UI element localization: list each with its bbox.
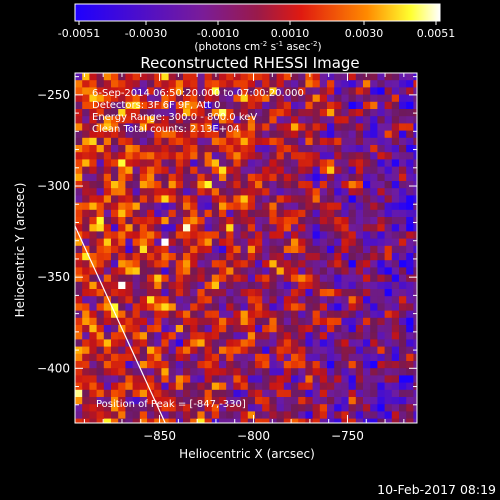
y-tick-label-0: −250 (37, 88, 70, 102)
y-tick-label-2: −350 (37, 270, 70, 284)
peak-position-label: Position of Peak = [-847,-330] (96, 399, 246, 410)
x-axis-label: Heliocentric X (arcsec) (179, 447, 315, 461)
limb-line (74, 225, 166, 424)
chart-title: Reconstructed RHESSI Image (140, 54, 359, 72)
y-tick-label-1: −300 (37, 179, 70, 193)
colorbar-tick-label-0: -0.0051 (58, 27, 100, 40)
colorbar-units: (photons cm-2 s-1 asec-2) (194, 40, 321, 53)
annotation-energy-range: Energy Range: 300.0 - 800.0 keV (92, 112, 257, 123)
heatmap-image (75, 73, 417, 423)
colorbar-ticks (78, 21, 437, 25)
x-tick-label-1: −800 (237, 429, 270, 443)
axis-tick-labels: −850 −800 −750 −250 −300 −350 −400 (37, 88, 364, 443)
colorbar-tick-label-5: 0.0051 (417, 27, 456, 40)
y-axis-label: Heliocentric Y (arcsec) (13, 183, 27, 318)
colorbar-tick-label-2: -0.0010 (197, 27, 239, 40)
colorbar-tick-label-4: 0.0030 (345, 27, 384, 40)
annotation-detectors: Detectors: 3F 6F 9F, Att 0 (92, 100, 220, 111)
x-tick-label-2: −750 (331, 429, 364, 443)
colorbar-tick-label-3: 0.0010 (271, 27, 310, 40)
annotation-time-range: 6-Sep-2014 06:50:20.000 to 07:00:20.000 (92, 88, 304, 99)
axis-ticks (75, 73, 417, 423)
plot-frame (74, 72, 418, 424)
y-tick-label-3: −400 (37, 361, 70, 375)
annotation-clean-counts: Clean Total counts: 2.13E+04 (92, 124, 240, 135)
colorbar (74, 3, 441, 22)
colorbar-tick-label-1: -0.0030 (125, 27, 167, 40)
x-tick-label-0: −850 (143, 429, 176, 443)
footer-timestamp: 10-Feb-2017 08:19 (377, 482, 496, 497)
